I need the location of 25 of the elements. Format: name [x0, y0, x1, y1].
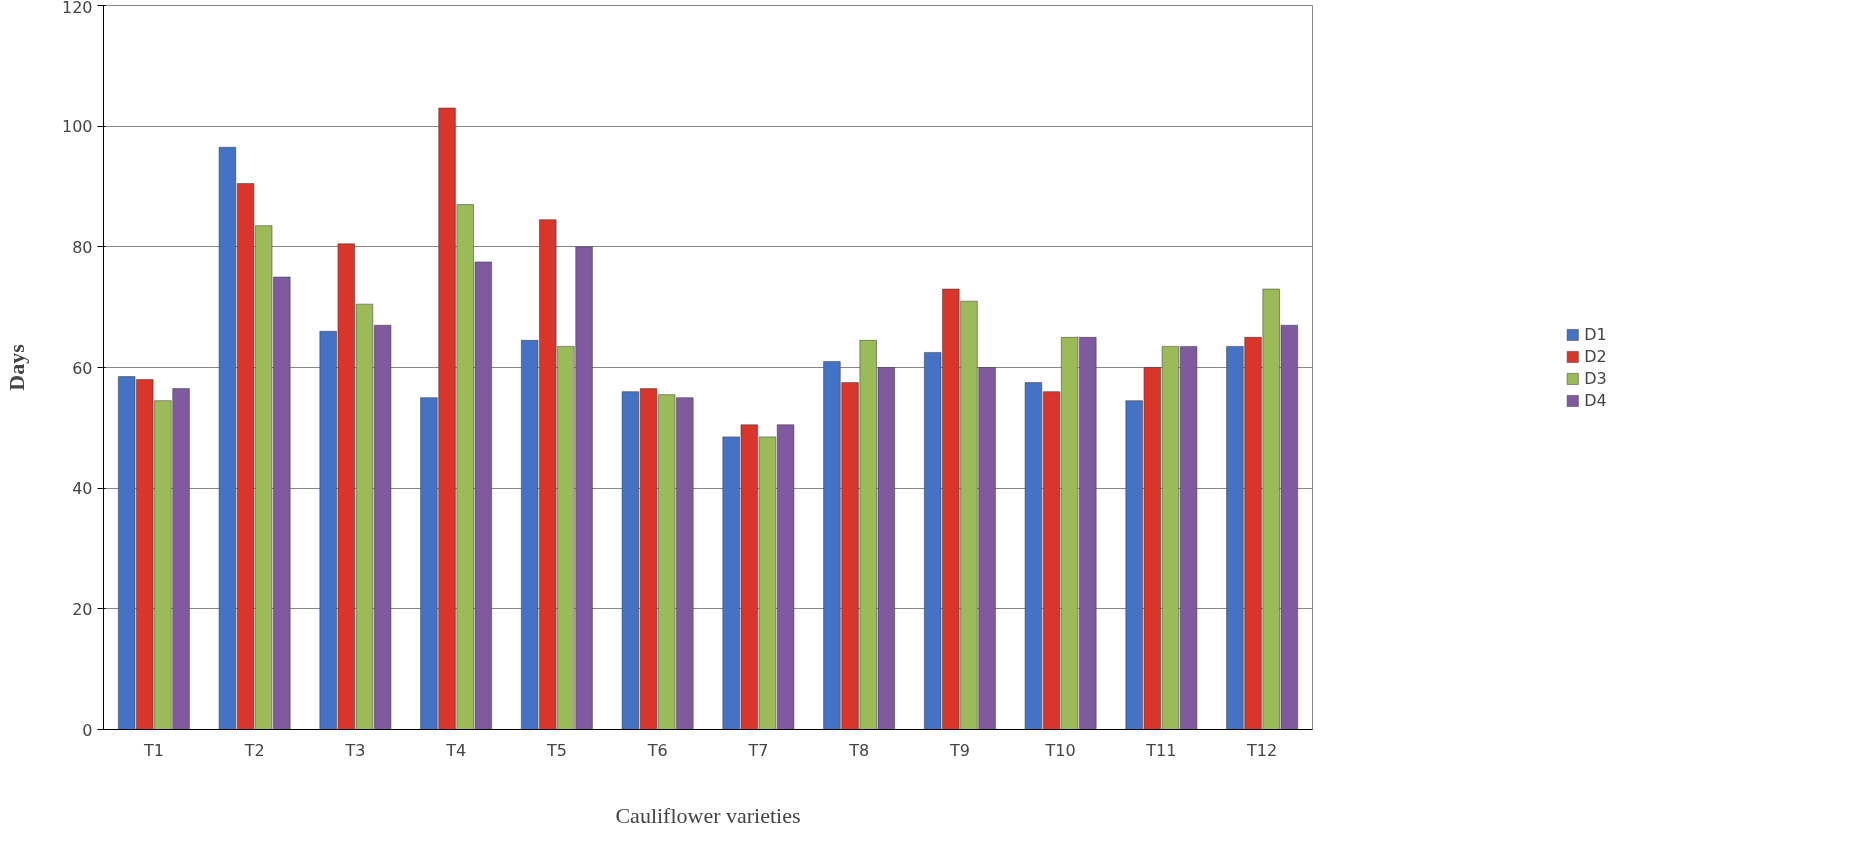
- y-tick-label: 0: [82, 720, 93, 740]
- x-axis-title: Cauliflower varieties: [615, 802, 801, 828]
- y-tick-label: 100: [61, 117, 93, 137]
- y-tick-label: 60: [72, 358, 93, 378]
- x-tick-label: T10: [1044, 740, 1076, 760]
- y-axis-title: Days: [3, 343, 29, 391]
- x-tick-label: T7: [747, 740, 769, 760]
- x-tick-label: T4: [445, 740, 467, 760]
- x-tick-label: T9: [948, 740, 970, 760]
- legend-label: D2: [1584, 346, 1607, 366]
- x-tick-label: T3: [344, 740, 366, 760]
- legend-label: D4: [1584, 390, 1607, 410]
- x-tick-label: T11: [1145, 740, 1177, 760]
- y-tick-label: 80: [72, 237, 93, 257]
- y-tick-label: 120: [61, 0, 93, 17]
- x-tick-label: T12: [1246, 740, 1278, 760]
- x-tick-label: T1: [142, 740, 164, 760]
- x-tick-label: T2: [243, 740, 265, 760]
- y-tick-label: 20: [72, 599, 93, 619]
- x-tick-label: T8: [848, 740, 870, 760]
- legend-label: D3: [1584, 368, 1607, 388]
- y-tick-label: 40: [72, 479, 93, 499]
- legend-label: D1: [1584, 324, 1607, 344]
- x-tick-label: T5: [545, 740, 567, 760]
- x-tick-label: T6: [646, 740, 668, 760]
